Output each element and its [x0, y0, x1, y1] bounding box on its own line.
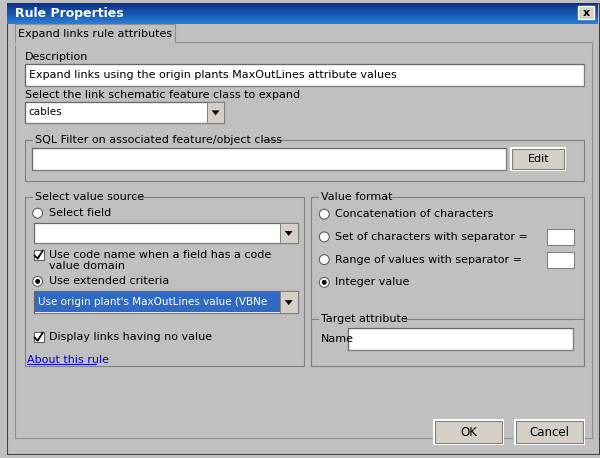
Bar	[7, 16, 598, 17]
Circle shape	[319, 278, 329, 287]
Bar	[34, 332, 44, 342]
Bar	[7, 17, 598, 18]
Bar	[7, 10, 598, 11]
Circle shape	[322, 280, 327, 285]
Bar	[7, 12, 598, 14]
Bar	[511, 148, 565, 170]
Bar	[319, 191, 385, 204]
Text: x: x	[583, 8, 590, 17]
Bar	[516, 421, 583, 443]
Text: cables: cables	[29, 107, 62, 117]
Bar	[7, 23, 598, 24]
Polygon shape	[285, 300, 293, 305]
Text: Select the link schematic feature class to expand: Select the link schematic feature class …	[25, 90, 300, 99]
Bar	[7, 18, 598, 20]
Circle shape	[35, 279, 40, 284]
Bar	[348, 328, 574, 349]
Bar	[25, 197, 304, 366]
Bar	[547, 229, 574, 245]
Text: About this rule: About this rule	[27, 355, 109, 365]
Text: Expand links rule attributes: Expand links rule attributes	[18, 29, 172, 39]
Bar	[434, 420, 503, 444]
Circle shape	[319, 232, 329, 242]
Circle shape	[33, 277, 43, 286]
Text: Display links having no value: Display links having no value	[49, 332, 212, 342]
Text: Name: Name	[322, 334, 355, 344]
Text: Select value source: Select value source	[35, 192, 144, 202]
Text: Cancel: Cancel	[530, 425, 569, 439]
Bar	[34, 250, 44, 260]
Bar	[280, 223, 298, 243]
Bar	[33, 133, 261, 147]
Circle shape	[319, 255, 329, 265]
Text: Select field: Select field	[49, 208, 111, 218]
Text: Use origin plant's MaxOutLines value (VBNe: Use origin plant's MaxOutLines value (VB…	[38, 297, 267, 307]
Bar	[32, 148, 506, 170]
Bar	[7, 9, 598, 10]
Bar	[7, 14, 598, 15]
Bar	[280, 291, 298, 313]
Text: Use extended criteria: Use extended criteria	[49, 276, 169, 286]
Bar	[35, 292, 280, 312]
Bar	[25, 140, 584, 180]
Bar	[7, 3, 598, 4]
Text: Integer value: Integer value	[335, 278, 410, 287]
Bar	[7, 15, 598, 16]
Text: Edit: Edit	[527, 154, 549, 164]
Bar	[206, 102, 224, 123]
Bar	[15, 24, 175, 44]
Text: Set of characters with separator =: Set of characters with separator =	[335, 232, 528, 242]
Bar	[311, 319, 584, 366]
Bar	[33, 191, 133, 204]
Bar	[34, 291, 298, 313]
Bar	[7, 4, 598, 5]
Bar	[7, 22, 598, 23]
Bar	[7, 21, 598, 22]
Bar	[435, 421, 502, 443]
Text: Concatenation of characters: Concatenation of characters	[335, 209, 494, 219]
Bar	[25, 64, 584, 86]
Bar	[15, 42, 592, 437]
Text: Description: Description	[25, 52, 88, 62]
Bar	[25, 102, 224, 123]
Bar	[7, 20, 598, 21]
Text: SQL Filter on associated feature/object class: SQL Filter on associated feature/object …	[35, 135, 282, 145]
Bar	[7, 11, 598, 12]
Bar	[515, 420, 584, 444]
Circle shape	[319, 209, 329, 219]
Bar	[578, 5, 594, 20]
Text: OK: OK	[460, 425, 477, 439]
Text: Range of values with separator =: Range of values with separator =	[335, 255, 522, 265]
Text: value domain: value domain	[49, 261, 125, 271]
Bar	[512, 149, 565, 169]
Text: Rule Properties: Rule Properties	[15, 7, 124, 20]
Text: Expand links using the origin plants MaxOutLines attribute values: Expand links using the origin plants Max…	[29, 70, 397, 80]
Bar	[34, 223, 298, 243]
Polygon shape	[285, 231, 293, 236]
Circle shape	[33, 208, 43, 218]
Polygon shape	[212, 110, 220, 115]
Bar	[7, 5, 598, 6]
Bar	[547, 252, 574, 267]
Text: Target attribute: Target attribute	[322, 314, 408, 324]
Text: Value format: Value format	[322, 192, 393, 202]
Bar	[319, 312, 404, 326]
Bar	[7, 6, 598, 8]
Bar	[7, 8, 598, 9]
Bar	[311, 197, 584, 366]
Text: Use code name when a field has a code: Use code name when a field has a code	[49, 250, 271, 260]
